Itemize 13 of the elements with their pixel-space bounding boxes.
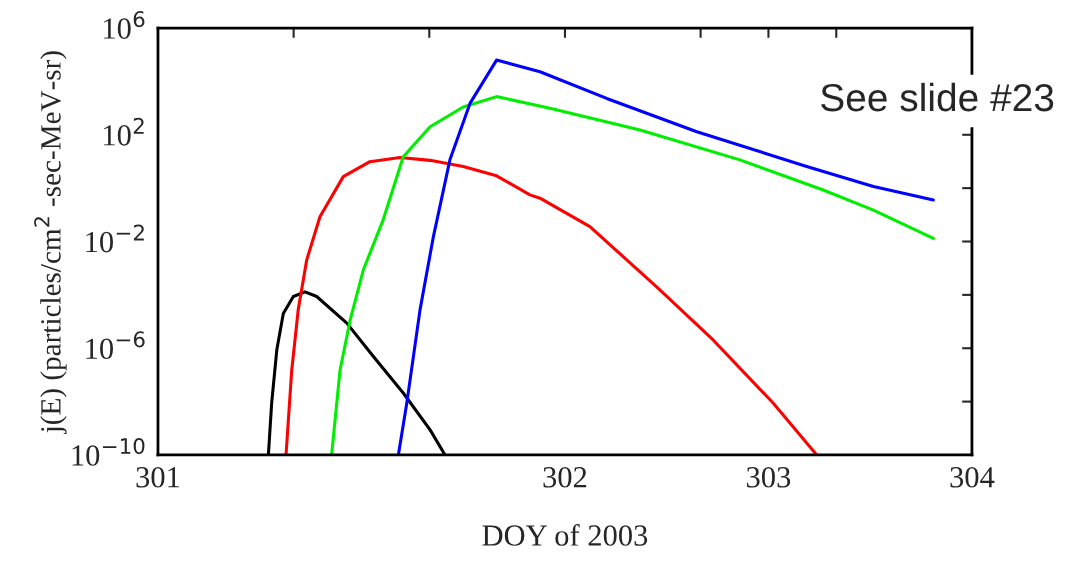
x-tick-label: 302 <box>543 466 587 488</box>
y-tick-label: 10$^{−2}$ <box>86 224 144 253</box>
x-tick-label: 303 <box>746 466 791 488</box>
y-tick-label: 10$^{2}$ <box>104 117 144 146</box>
y-tick-label: 10$^{6}$ <box>104 11 145 39</box>
line-series <box>284 156 819 455</box>
y-tick-label: 10$^{−6}$ <box>86 331 145 360</box>
y-tick-label: 10$^{−10}$ <box>72 437 145 466</box>
annotation: See slide #23 <box>821 82 1054 112</box>
x-tick-label: 304 <box>950 466 995 488</box>
y-axis-title: j(E) (particles/cm$^{2}$ -sec-MeV-sr) <box>34 51 67 435</box>
x-tick-label: 301 <box>136 466 180 488</box>
x-axis-title: DOY of 2003 <box>482 524 648 546</box>
